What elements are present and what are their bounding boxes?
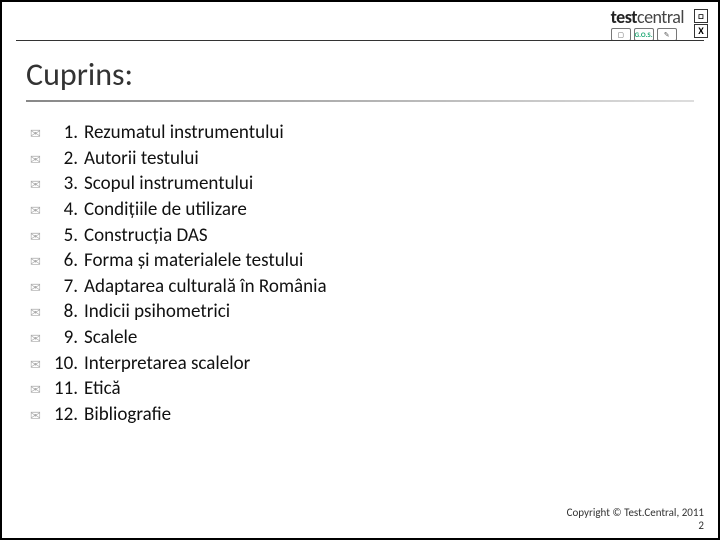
bullet-icon: ✉	[30, 125, 48, 143]
toc-item: ✉11.Etică	[30, 376, 694, 402]
brand-logo: testcentral ▢ G.O.S. ✎	[611, 6, 684, 41]
partner-logo-gos: G.O.S.	[634, 28, 654, 41]
toc-item: ✉2.Autorii testului	[30, 146, 694, 172]
toc-item: ✉12.Bibliografie	[30, 402, 694, 428]
toc-text: Forma și materialele testului	[84, 248, 303, 274]
page-title: Cuprins:	[2, 41, 718, 100]
brand-prefix: test	[611, 6, 637, 28]
toc-number: 5.	[48, 223, 78, 249]
toc-item: ✉4.Condițiile de utilizare	[30, 197, 694, 223]
toc-number: 8.	[48, 299, 78, 325]
toc-item: ✉1.Rezumatul instrumentului	[30, 120, 694, 146]
toc-number: 2.	[48, 146, 78, 172]
toc-item: ✉8.Indicii psihometrici	[30, 299, 694, 325]
maximize-icon: □	[694, 9, 708, 23]
toc-item: ✉10.Interpretarea scalelor	[30, 351, 694, 377]
copyright-text: Copyright © Test.Central, 2011	[567, 506, 704, 519]
toc-number: 3.	[48, 171, 78, 197]
footer: Copyright © Test.Central, 2011 2	[567, 506, 704, 532]
toc-text: Scalele	[84, 325, 137, 351]
brand-suffix: central	[637, 6, 684, 28]
bullet-icon: ✉	[30, 356, 48, 374]
toc-text: Adaptarea culturală în România	[84, 274, 327, 300]
toc-text: Autorii testului	[84, 146, 199, 172]
corner-controls: □ X	[694, 9, 708, 38]
toc-item: ✉7.Adaptarea culturală în România	[30, 274, 694, 300]
partner-logo-1: ▢	[611, 28, 631, 41]
logo-group: testcentral ▢ G.O.S. ✎ □ X	[611, 6, 708, 41]
toc-item: ✉9.Scalele	[30, 325, 694, 351]
toc-number: 11.	[48, 376, 78, 402]
bullet-icon: ✉	[30, 304, 48, 322]
bullet-icon: ✉	[30, 407, 48, 425]
bullet-icon: ✉	[30, 176, 48, 194]
page-number: 2	[567, 519, 704, 532]
toc-number: 1.	[48, 120, 78, 146]
toc-item: ✉5.Construcția DAS	[30, 223, 694, 249]
toc-number: 9.	[48, 325, 78, 351]
toc-text: Bibliografie	[84, 402, 171, 428]
bullet-icon: ✉	[30, 381, 48, 399]
slide: testcentral ▢ G.O.S. ✎ □ X Cuprins: ✉1.R…	[0, 0, 720, 540]
toc-item: ✉6.Forma și materialele testului	[30, 248, 694, 274]
header: testcentral ▢ G.O.S. ✎ □ X	[2, 2, 718, 40]
bullet-icon: ✉	[30, 228, 48, 246]
toc-text: Rezumatul instrumentului	[84, 120, 284, 146]
toc-text: Scopul instrumentului	[84, 171, 253, 197]
toc-number: 10.	[48, 351, 78, 377]
bullet-icon: ✉	[30, 151, 48, 169]
toc-number: 4.	[48, 197, 78, 223]
toc-list: ✉1.Rezumatul instrumentului✉2.Autorii te…	[2, 102, 718, 538]
partner-logo-3: ✎	[657, 28, 677, 41]
toc-text: Indicii psihometrici	[84, 299, 230, 325]
toc-number: 7.	[48, 274, 78, 300]
toc-number: 6.	[48, 248, 78, 274]
toc-number: 12.	[48, 402, 78, 428]
toc-text: Construcția DAS	[84, 223, 208, 249]
toc-text: Interpretarea scalelor	[84, 351, 250, 377]
partner-logos: ▢ G.O.S. ✎	[611, 28, 684, 41]
bullet-icon: ✉	[30, 330, 48, 348]
close-icon: X	[694, 24, 708, 38]
bullet-icon: ✉	[30, 279, 48, 297]
toc-item: ✉3.Scopul instrumentului	[30, 171, 694, 197]
bullet-icon: ✉	[30, 202, 48, 220]
toc-text: Etică	[84, 376, 121, 402]
toc-text: Condițiile de utilizare	[84, 197, 247, 223]
bullet-icon: ✉	[30, 253, 48, 271]
